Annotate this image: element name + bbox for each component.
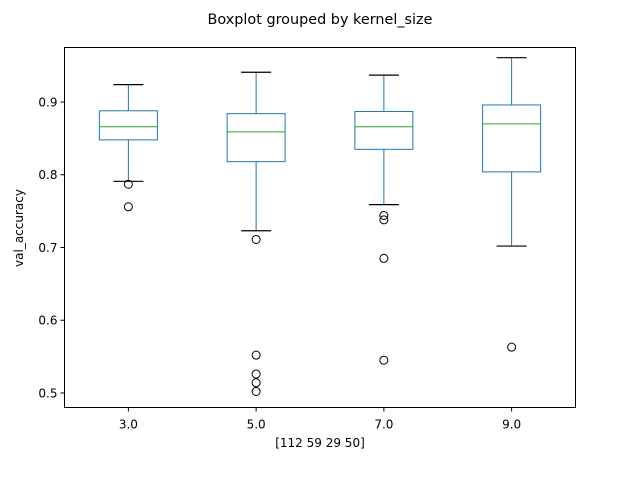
iqr-box (98, 110, 158, 141)
y-axis: 0.5 0.6 0.7 0.8 0.9 (38, 95, 65, 400)
outlier-point (379, 211, 389, 220)
outlier-point (507, 342, 517, 352)
plot-area-frame (64, 47, 576, 408)
outlier-point (251, 369, 261, 379)
outlier-point (379, 253, 389, 263)
y-tick-label: 0.8 (38, 168, 57, 182)
x-axis-title: [112 59 29 50] (275, 436, 365, 450)
iqr-box (482, 104, 542, 173)
x-axis: 3.0 5.0 7.0 9.0 (119, 407, 521, 432)
y-axis-title: val_accuracy (12, 189, 26, 267)
box-group (354, 74, 414, 365)
outlier-point (123, 202, 133, 212)
outlier-point (251, 350, 261, 360)
x-tick-label: 9.0 (502, 418, 521, 432)
iqr-box (226, 113, 286, 163)
y-tick-label: 0.6 (38, 314, 57, 328)
y-tick-label: 0.9 (38, 95, 57, 109)
outlier-point (379, 215, 389, 225)
outlier-point (251, 235, 261, 244)
chart-title: Boxplot grouped by kernel_size (208, 12, 433, 28)
outlier-point (379, 355, 389, 365)
x-tick-label: 7.0 (374, 418, 393, 432)
box-group (482, 57, 542, 352)
x-tick-label: 3.0 (119, 418, 138, 432)
y-tick-label: 0.5 (38, 386, 57, 400)
outlier-point (251, 387, 261, 396)
boxes-layer (98, 57, 542, 396)
iqr-box (354, 111, 414, 150)
y-tick-label: 0.7 (38, 241, 57, 255)
box-group (226, 71, 286, 396)
x-tick-label: 5.0 (247, 418, 266, 432)
outlier-point (123, 179, 133, 189)
box-group (98, 83, 158, 212)
outlier-point (251, 378, 261, 388)
